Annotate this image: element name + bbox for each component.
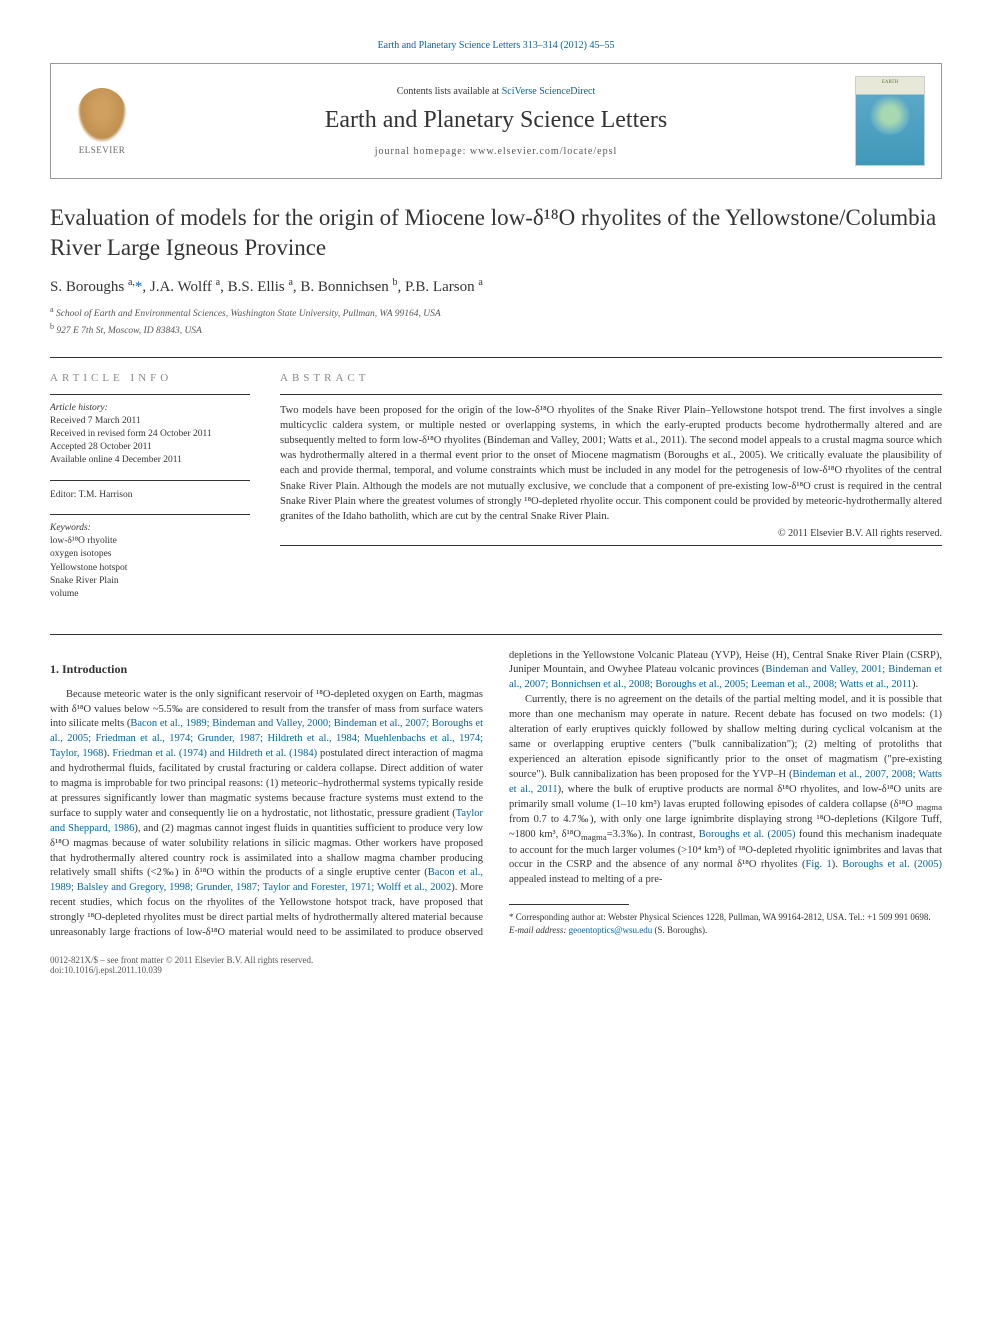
history-label: Article history: [50,403,250,413]
elsevier-tree-icon [77,88,127,143]
citation-link[interactable]: Bacon et al., 1989; Balsley and Gregory,… [50,867,483,893]
history-accepted: Accepted 28 October 2011 [50,441,250,454]
article-history-block: Article history: Received 7 March 2011 R… [50,403,250,468]
keywords-block: Keywords: low-δ¹⁸O rhyolite oxygen isoto… [50,523,250,601]
intro-heading: 1. Introduction [50,661,483,678]
abstract-divider [280,394,942,395]
history-received: Received 7 March 2011 [50,415,250,428]
history-online: Available online 4 December 2011 [50,454,250,467]
sciencedirect-link[interactable]: SciVerse ScienceDirect [502,86,596,97]
citation-link[interactable]: Friedman et al. (1974) and Hildreth et a… [112,748,317,759]
article-title: Evaluation of models for the origin of M… [50,203,942,263]
page-footer: 0012-821X/$ – see front matter © 2011 El… [50,955,942,975]
article-info-column: ARTICLE INFO Article history: Received 7… [50,372,250,614]
section-divider [50,634,942,635]
journal-name: Earth and Planetary Science Letters [137,107,855,134]
keywords-label: Keywords: [50,523,250,533]
abstract-copyright: © 2011 Elsevier B.V. All rights reserved… [280,528,942,539]
info-divider [50,394,250,395]
citation-link[interactable]: Boroughs et al. (2005) [699,829,796,840]
contents-line: Contents lists available at SciVerse Sci… [137,86,855,97]
keyword: Yellowstone hotspot [50,562,250,575]
citation-link[interactable]: Bindeman and Valley, 2001; Bindeman et a… [509,664,942,690]
journal-cover-thumbnail: EARTH [855,76,925,166]
journal-header: ELSEVIER Contents lists available at Sci… [50,63,942,179]
abstract-column: ABSTRACT Two models have been proposed f… [280,372,942,614]
editor-line: Editor: T.M. Harrison [50,489,250,502]
corr-author-text: * Corresponding author at: Webster Physi… [509,911,942,924]
elsevier-label: ELSEVIER [79,145,126,155]
citation-link[interactable]: Taylor and Sheppard, 1986 [50,808,483,834]
citation-link[interactable]: Bindeman et al., 2007, 2008; Watts et al… [509,769,942,795]
email-label: E-mail address: [509,925,569,935]
affiliations: a School of Earth and Environmental Scie… [50,304,942,339]
footnote-divider [509,904,629,905]
body-text: 1. Introduction Because meteoric water i… [50,649,942,941]
keyword: Snake River Plain [50,575,250,588]
keyword: low-δ¹⁸O rhyolite [50,535,250,548]
header-center: Contents lists available at SciVerse Sci… [137,86,855,157]
info-divider [50,514,250,515]
divider [50,357,942,358]
abstract-text: Two models have been proposed for the or… [280,403,942,525]
journal-issue-link[interactable]: Earth and Planetary Science Letters 313–… [50,40,942,51]
intro-para-2: Currently, there is no agreement on the … [509,693,942,888]
journal-issue-text: Earth and Planetary Science Letters 313–… [378,40,615,51]
abstract-heading: ABSTRACT [280,372,942,384]
keyword: volume [50,588,250,601]
email-post: (S. Boroughs). [652,925,707,935]
info-divider [50,480,250,481]
corresponding-author-footnote: * Corresponding author at: Webster Physi… [509,911,942,936]
email-link[interactable]: geoentoptics@wsu.edu [569,925,653,935]
citation-link[interactable]: Boroughs et al. (2005) [842,859,942,870]
abstract-divider-bottom [280,545,942,546]
elsevier-logo: ELSEVIER [67,81,137,161]
footer-doi: doi:10.1016/j.epsl.2011.10.039 [50,965,313,975]
history-revised: Received in revised form 24 October 2011 [50,428,250,441]
footer-copyright: 0012-821X/$ – see front matter © 2011 El… [50,955,313,965]
journal-homepage: journal homepage: www.elsevier.com/locat… [137,146,855,157]
cover-globe-icon [870,95,910,135]
keyword: oxygen isotopes [50,548,250,561]
cover-title: EARTH [882,80,898,85]
figure-link[interactable]: Fig. 1 [806,859,832,870]
affiliation-b: 927 E 7th St, Moscow, ID 83843, USA [56,326,201,336]
affiliation-a: School of Earth and Environmental Scienc… [56,309,441,319]
authors-line: S. Boroughs a,*, J.A. Wolff a, B.S. Elli… [50,277,942,296]
article-info-heading: ARTICLE INFO [50,372,250,384]
